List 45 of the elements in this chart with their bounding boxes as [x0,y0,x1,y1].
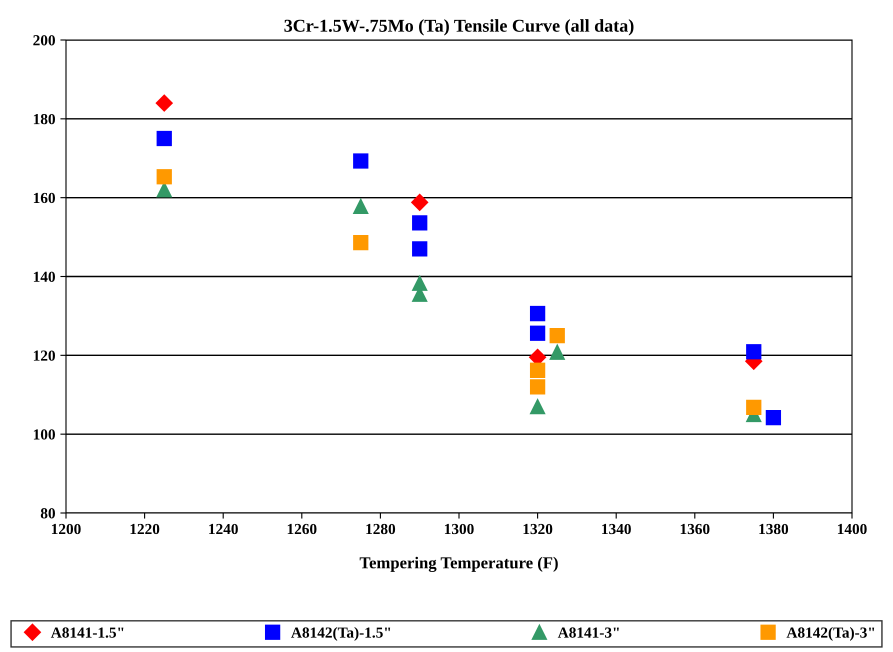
legend-label: A8142(Ta)-1.5" [291,626,390,641]
point [412,276,428,291]
point [530,306,546,322]
x-tick-label: 1320 [524,524,552,534]
legend-label: A8141-1.5" [50,627,124,638]
point [530,326,546,341]
legend-label: A8141-3" [558,627,619,638]
legend-label: A8142(Ta)-3" [786,626,874,641]
point [550,328,565,344]
point [156,169,172,184]
point [550,344,565,360]
y-tick-label: 80 [40,508,55,518]
point [746,344,762,360]
y-tick-label: 120 [34,350,55,361]
x-tick-label: 1260 [288,524,316,534]
point [412,241,428,257]
point [530,398,546,414]
chart-title: 3Cr-1.5W-.75Mo (Ta) Tensile Curve (all data) [284,19,634,36]
x-axis-title: Tempering Temperature (F) [360,556,558,572]
y-tick-label: 100 [34,429,55,440]
y-tick-label: 160 [34,192,55,204]
point [156,130,172,146]
x-tick-label: 1380 [759,524,788,534]
x-tick-label: 1280 [366,524,396,534]
x-tick-label: 1340 [602,524,631,534]
point [353,198,368,214]
point [411,194,428,211]
point [353,234,368,250]
y-tick-label: 200 [33,35,55,46]
point [353,153,368,169]
y-tick-label: 180 [34,114,55,124]
point [530,362,546,378]
y-tick-label: 140 [34,272,55,282]
point [746,400,762,416]
point [412,215,428,231]
x-tick-label: 1400 [838,524,867,534]
point [766,410,782,426]
x-tick-label: 1300 [444,524,474,534]
point [156,182,172,198]
point [156,94,173,112]
x-tick-label: 1200 [52,524,81,534]
x-tick-label: 1220 [130,524,160,534]
point [530,379,546,395]
x-tick-label: 1360 [680,524,710,534]
x-tick-label: 1240 [209,524,238,534]
